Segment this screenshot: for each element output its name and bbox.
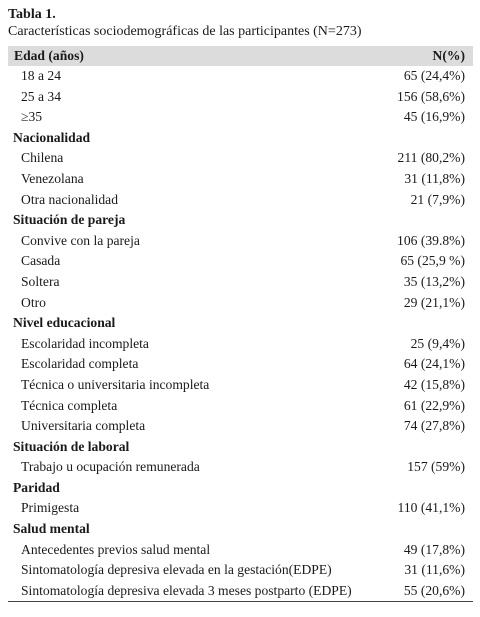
table-row: Otra nacionalidad 21 (7,9%) (8, 190, 473, 211)
table-container: Tabla 1. Características sociodemográfic… (8, 7, 473, 603)
row-value: 55 (20,6%) (388, 580, 473, 603)
row-value: 21 (7,9%) (410, 191, 465, 207)
row-label: ≥35 (21, 109, 43, 125)
row-value: 31 (11,6%) (404, 562, 465, 578)
table-row: 18 a 24 65 (24,4%) (8, 66, 473, 87)
table-row: Sintomatología depresiva elevada 3 meses… (8, 580, 473, 603)
group-header: Salud mental (13, 521, 90, 537)
row-value: 211 (80,2%) (397, 150, 465, 166)
row-label: Escolaridad completa (21, 356, 139, 372)
table-row: Escolaridad incompleta 25 (9,4%) (8, 334, 473, 355)
row-value: 29 (21,1%) (403, 294, 465, 310)
table-row: Casada 65 (25,9 %) (8, 251, 473, 272)
table-row: Convive con la pareja 106 (39.8%) (8, 231, 473, 252)
row-value: 106 (39.8%) (397, 232, 465, 248)
table-row: Primigesta 110 (41,1%) (8, 498, 473, 519)
row-value: 49 (17,8%) (403, 541, 465, 557)
row-value: 31 (11,8%) (404, 170, 465, 186)
group-header-row: Paridad (8, 478, 473, 499)
row-label: Trabajo u ocupación remunerada (21, 459, 200, 475)
table-body: 18 a 24 65 (24,4%) 25 a 34 156 (58,6%) ≥35 45… (8, 66, 473, 603)
header-age: Edad (años) (14, 48, 84, 63)
row-value: 25 (9,4%) (410, 335, 465, 351)
row-label: Técnica o universitaria incompleta (21, 376, 210, 392)
table-title: Características sociodemográficas de las… (8, 24, 362, 39)
table-row: Universitaria completa 74 (27,8%) (8, 416, 473, 437)
row-label: Técnica completa (21, 397, 118, 413)
row-value: 35 (13,2%) (403, 273, 465, 289)
row-label: 25 a 34 (21, 88, 62, 104)
group-header: Nivel educacional (13, 315, 116, 331)
group-header: Situación de laboral (13, 438, 130, 454)
table-header-row: Edad (años) N(%) (8, 46, 473, 66)
table-row: Sintomatología depresiva elevada en la g… (8, 560, 473, 581)
group-header-row: Situación de laboral (8, 437, 473, 458)
row-value: 157 (59%) (407, 459, 465, 475)
group-header: Paridad (13, 479, 60, 495)
table-row: Chilena 211 (80,2%) (8, 148, 473, 169)
row-label: Casada (21, 253, 61, 269)
table-row: ≥35 45 (16,9%) (8, 107, 473, 128)
group-header-row: Situación de pareja (8, 210, 473, 231)
table-row: Técnica o universitaria incompleta 42 (15… (8, 375, 473, 396)
row-label: Antecedentes previos salud mental (21, 541, 211, 557)
table-row: 25 a 34 156 (58,6%) (8, 87, 473, 108)
row-label: Venezolana (21, 170, 84, 186)
header-n-percent: N(%) (432, 48, 465, 63)
row-label: Escolaridad incompleta (21, 335, 149, 351)
group-header: Nacionalidad (13, 129, 91, 145)
table-row: Técnica completa 61 (22,9%) (8, 396, 473, 417)
group-header-row: Nivel educacional (8, 313, 473, 334)
row-label: Otro (21, 294, 46, 310)
table-row: Trabajo u ocupación remunerada 157 (59%) (8, 457, 473, 478)
row-value: 110 (41,1%) (397, 500, 465, 516)
row-value: 45 (16,9%) (403, 109, 465, 125)
table-row: Antecedentes previos salud mental 49 (17,… (8, 540, 473, 561)
row-label: Sintomatología depresiva elevada en la g… (21, 562, 332, 578)
row-value: 64 (24,1%) (403, 356, 465, 372)
table-row: Soltera 35 (13,2%) (8, 272, 473, 293)
table-row: Escolaridad completa 64 (24,1%) (8, 354, 473, 375)
row-value: 65 (25,9 %) (400, 253, 465, 269)
row-value: 156 (58,6%) (397, 88, 465, 104)
row-value: 61 (22,9%) (403, 397, 465, 413)
group-header-row: Nacionalidad (8, 128, 473, 149)
row-label: Sintomatología depresiva elevada 3 meses… (8, 580, 389, 603)
row-label: 18 a 24 (21, 68, 62, 83)
row-value: 65 (24,4%) (403, 68, 465, 83)
sociodemographic-table: Edad (años) N(%) 18 a 24 65 (24,4%) 25 a 3… (8, 46, 473, 603)
row-label: Primigesta (21, 500, 80, 516)
row-label: Otra nacionalidad (21, 191, 119, 207)
row-value: 74 (27,8%) (403, 418, 465, 434)
row-label: Convive con la pareja (21, 232, 140, 248)
table-row: Venezolana 31 (11,8%) (8, 169, 473, 190)
group-header: Situación de pareja (13, 212, 126, 228)
group-header-row: Salud mental (8, 519, 473, 540)
table-label: Tabla 1. (8, 7, 56, 22)
row-value: 42 (15,8%) (403, 376, 465, 392)
row-label: Soltera (21, 273, 60, 289)
row-label: Universitaria completa (21, 418, 146, 434)
row-label: Chilena (21, 150, 64, 166)
table-row: Otro 29 (21,1%) (8, 293, 473, 314)
